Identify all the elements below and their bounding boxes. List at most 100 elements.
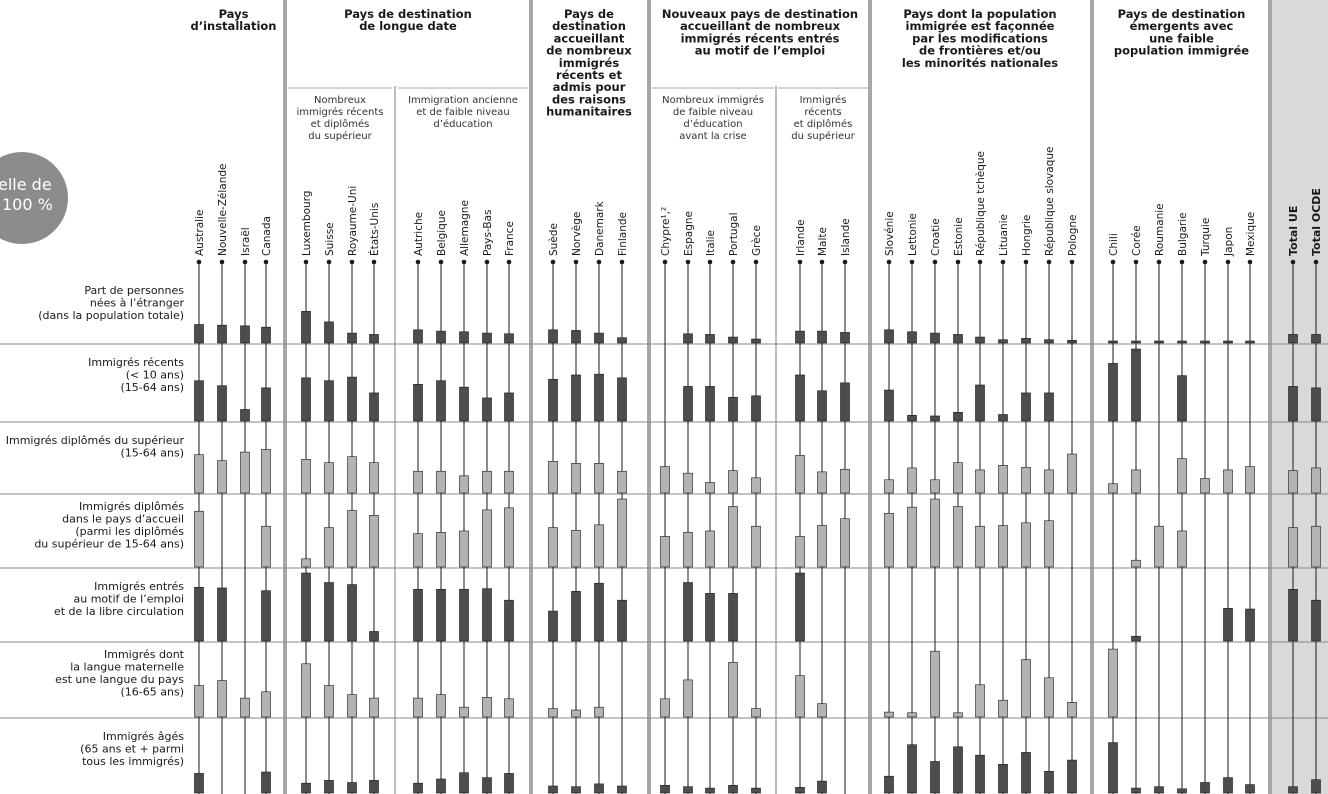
bar (1311, 599, 1321, 642)
bar (705, 386, 715, 422)
bar (369, 780, 379, 794)
bar (1021, 392, 1031, 422)
bar (369, 631, 379, 642)
bar (504, 773, 514, 794)
bar (217, 680, 227, 718)
bar (482, 588, 492, 642)
bar (795, 536, 805, 568)
bar (930, 415, 940, 422)
bar (1131, 559, 1141, 568)
bar (751, 338, 761, 344)
country-dot (438, 259, 444, 265)
country-label: Chili (1108, 233, 1120, 256)
group-title: de longue date (359, 19, 457, 33)
bar (413, 533, 423, 568)
country-label: Pays-Bas (482, 209, 494, 256)
bar (1067, 701, 1077, 718)
country-dot (1156, 259, 1162, 265)
country-dot (932, 259, 938, 265)
subgroup-title: de faible niveau (673, 107, 753, 118)
group-title: émergents avec (1130, 19, 1234, 33)
bar (975, 525, 985, 568)
group-title: Pays de destination (1118, 7, 1246, 21)
bar (1044, 520, 1054, 568)
bar (817, 780, 827, 794)
row-label: la langue maternelle (70, 661, 184, 674)
country-dot (242, 259, 248, 265)
bar (1021, 466, 1031, 494)
bar (217, 385, 227, 422)
country-label: Turquie (1200, 218, 1212, 257)
bar (1108, 483, 1118, 494)
bar (817, 471, 827, 494)
bar (705, 787, 715, 794)
bar (194, 773, 204, 794)
country-label: France (504, 221, 516, 256)
bar (1131, 469, 1141, 494)
bar (369, 392, 379, 422)
subgroup-title: du supérieur (791, 130, 855, 142)
bar (728, 470, 738, 494)
bar (594, 462, 604, 494)
bar (660, 466, 670, 494)
bar (504, 392, 514, 422)
bar (594, 783, 604, 794)
bar (1067, 759, 1077, 794)
subgroup-title: avant la crise (679, 131, 746, 142)
country-dot (1023, 259, 1029, 265)
country-dot (819, 259, 825, 265)
bar (728, 506, 738, 568)
bar (907, 506, 917, 568)
country-dot (326, 259, 332, 265)
country-dot (415, 259, 421, 265)
bar (504, 507, 514, 568)
bar (504, 599, 514, 642)
bar (683, 582, 693, 642)
country-label: Japon (1223, 227, 1235, 257)
country-dot (349, 259, 355, 265)
subgroup-title: d’éducation (683, 118, 742, 130)
country-label: Canada (261, 216, 273, 256)
subgroup-title: et diplômés (794, 118, 853, 130)
bar (324, 527, 334, 568)
country-dot (263, 259, 269, 265)
bar (617, 785, 627, 794)
bar (436, 330, 446, 344)
bar (369, 515, 379, 568)
country-dot (1000, 259, 1006, 265)
row-label: (< 10 ans) (126, 369, 184, 382)
row-label: Part de personnes (84, 284, 184, 297)
group-title: accueillant (554, 31, 625, 45)
bar (953, 506, 963, 568)
bar (617, 470, 627, 494)
bar (324, 685, 334, 718)
bar (482, 697, 492, 718)
bar (1177, 788, 1187, 794)
bar (795, 787, 805, 794)
country-label: Suède (548, 223, 560, 256)
bar (594, 524, 604, 568)
subgroup-title: Nombreux immigrés (662, 94, 764, 106)
bar (998, 763, 1008, 794)
bar (261, 326, 271, 344)
bar (301, 377, 311, 422)
country-dot (619, 259, 625, 265)
group-title: par les modifications (912, 31, 1048, 45)
bar (261, 525, 271, 568)
bar (751, 787, 761, 794)
bar (1223, 469, 1233, 494)
bar (369, 697, 379, 718)
country-label: Australie (194, 210, 206, 256)
bar (436, 778, 446, 794)
bar (594, 332, 604, 344)
country-label: Espagne (683, 211, 695, 256)
group-title: immigrés récents entrés (681, 31, 840, 45)
country-label: Malte (817, 227, 829, 256)
country-label: Slovénie (884, 211, 896, 256)
row-label: au motif de l’emploi (74, 593, 185, 606)
bar (301, 558, 311, 568)
bar (930, 498, 940, 568)
bar (261, 771, 271, 794)
bar (347, 332, 357, 344)
country-label: Hongrie (1021, 215, 1033, 256)
